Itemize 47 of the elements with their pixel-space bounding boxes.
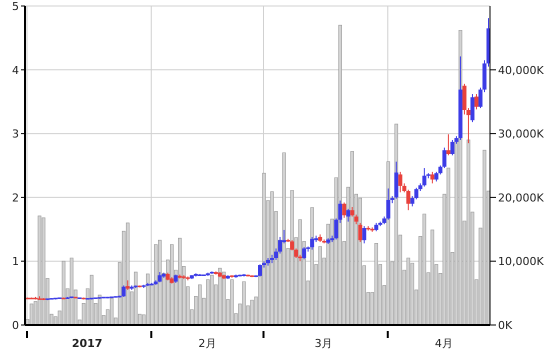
x-tick-label: 3月 <box>314 337 333 350</box>
bar <box>242 281 246 325</box>
candlestick <box>346 208 350 222</box>
y-tick-label: 5 <box>12 0 19 13</box>
bar <box>250 300 254 325</box>
y-tick-label: 4 <box>12 64 19 77</box>
candlestick <box>122 284 126 298</box>
bar <box>210 274 214 325</box>
candlestick <box>398 171 402 193</box>
bar <box>134 272 138 325</box>
bar <box>198 284 202 325</box>
y2-tick-label: 20,000K <box>498 191 544 204</box>
y2-tick-label: 40,000K <box>498 64 544 77</box>
candlestick <box>258 264 262 278</box>
candlestick <box>310 236 314 250</box>
candlestick <box>354 214 358 225</box>
candlestick <box>450 139 454 156</box>
candlestick <box>446 134 450 156</box>
bar <box>222 272 226 325</box>
y2-tick-label: 30,000K <box>498 128 544 141</box>
x-tick-label: 2月 <box>198 337 216 350</box>
x-tick-label: 2017 <box>72 337 102 350</box>
bar <box>110 298 114 325</box>
candlestick <box>474 94 478 110</box>
y-tick-label: 3 <box>12 128 19 141</box>
bar <box>98 294 102 325</box>
candlestick <box>158 272 162 283</box>
y-tick-label: 0 <box>12 319 19 332</box>
candlestick <box>358 222 362 243</box>
candlestick <box>386 188 390 220</box>
bar <box>206 279 210 325</box>
candlestick <box>430 171 434 184</box>
bar <box>90 274 94 325</box>
candlestick <box>302 246 306 260</box>
candlestick <box>470 94 474 123</box>
y2-tick-label: 10,000K <box>498 255 544 268</box>
candlestick <box>126 280 130 290</box>
candlestick <box>422 168 426 188</box>
bar <box>30 304 34 325</box>
y2-tick-label: 0K <box>498 319 513 332</box>
candlestick <box>342 202 346 218</box>
x-tick-label: 4月 <box>434 337 453 350</box>
bar <box>218 268 222 325</box>
y-tick-label: 1 <box>12 255 19 268</box>
candlestick <box>362 226 366 244</box>
y-tick-label: 2 <box>12 191 19 204</box>
bar <box>230 279 234 325</box>
